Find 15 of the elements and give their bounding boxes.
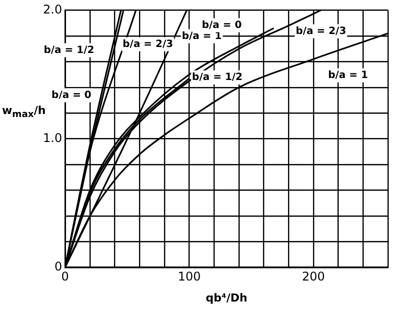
y-tick-label: 0 [54, 260, 62, 274]
series-label: b/a = 1 [328, 70, 368, 81]
series-label: b/a = 2/3 [122, 38, 174, 50]
series-label: b/a = 1 [182, 30, 222, 42]
series-label: b/a = 2/3 [296, 26, 346, 37]
y-tick-label: 2.0 [42, 2, 62, 16]
series-label: b/a = 0 [202, 20, 242, 31]
series-label: b/a = 0 [52, 90, 92, 101]
y-axis-title: w$_{max}$/h [2, 104, 46, 120]
series-label: b/a = 1/2 [44, 44, 94, 56]
x-axis-title: qb⁴/Dh [206, 291, 248, 304]
x-tick-label: 100 [178, 270, 201, 284]
series-label: b/a = 1/2 [192, 72, 243, 83]
x-tick-label: 200 [302, 270, 325, 284]
y-tick-label: 1.0 [42, 130, 62, 145]
